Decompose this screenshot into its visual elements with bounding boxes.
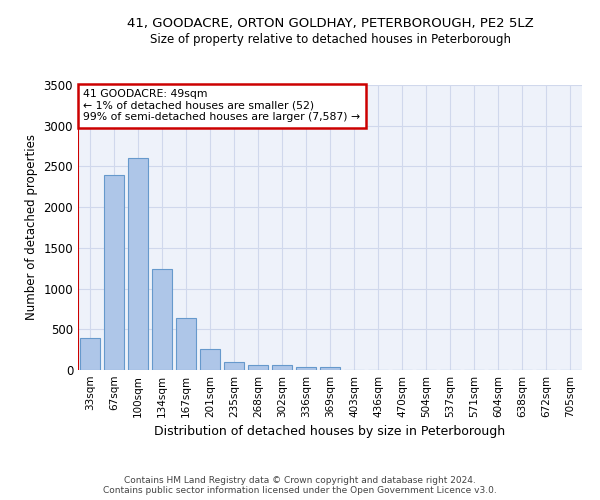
- Text: Size of property relative to detached houses in Peterborough: Size of property relative to detached ho…: [149, 32, 511, 46]
- Bar: [104, 174, 124, 370]
- Bar: [176, 318, 196, 370]
- Bar: [320, 367, 340, 370]
- Bar: [248, 364, 268, 370]
- Text: 41, GOODACRE, ORTON GOLDHAY, PETERBOROUGH, PE2 5LZ: 41, GOODACRE, ORTON GOLDHAY, PETERBOROUG…: [127, 18, 533, 30]
- Bar: [200, 349, 220, 370]
- Bar: [128, 158, 148, 370]
- Bar: [296, 366, 316, 370]
- Bar: [152, 269, 172, 370]
- X-axis label: Distribution of detached houses by size in Peterborough: Distribution of detached houses by size …: [154, 426, 506, 438]
- Text: Contains HM Land Registry data © Crown copyright and database right 2024.
Contai: Contains HM Land Registry data © Crown c…: [103, 476, 497, 495]
- Bar: [224, 362, 244, 370]
- Bar: [80, 338, 100, 370]
- Y-axis label: Number of detached properties: Number of detached properties: [25, 134, 38, 320]
- Text: 41 GOODACRE: 49sqm
← 1% of detached houses are smaller (52)
99% of semi-detached: 41 GOODACRE: 49sqm ← 1% of detached hous…: [83, 90, 360, 122]
- Bar: [272, 365, 292, 370]
